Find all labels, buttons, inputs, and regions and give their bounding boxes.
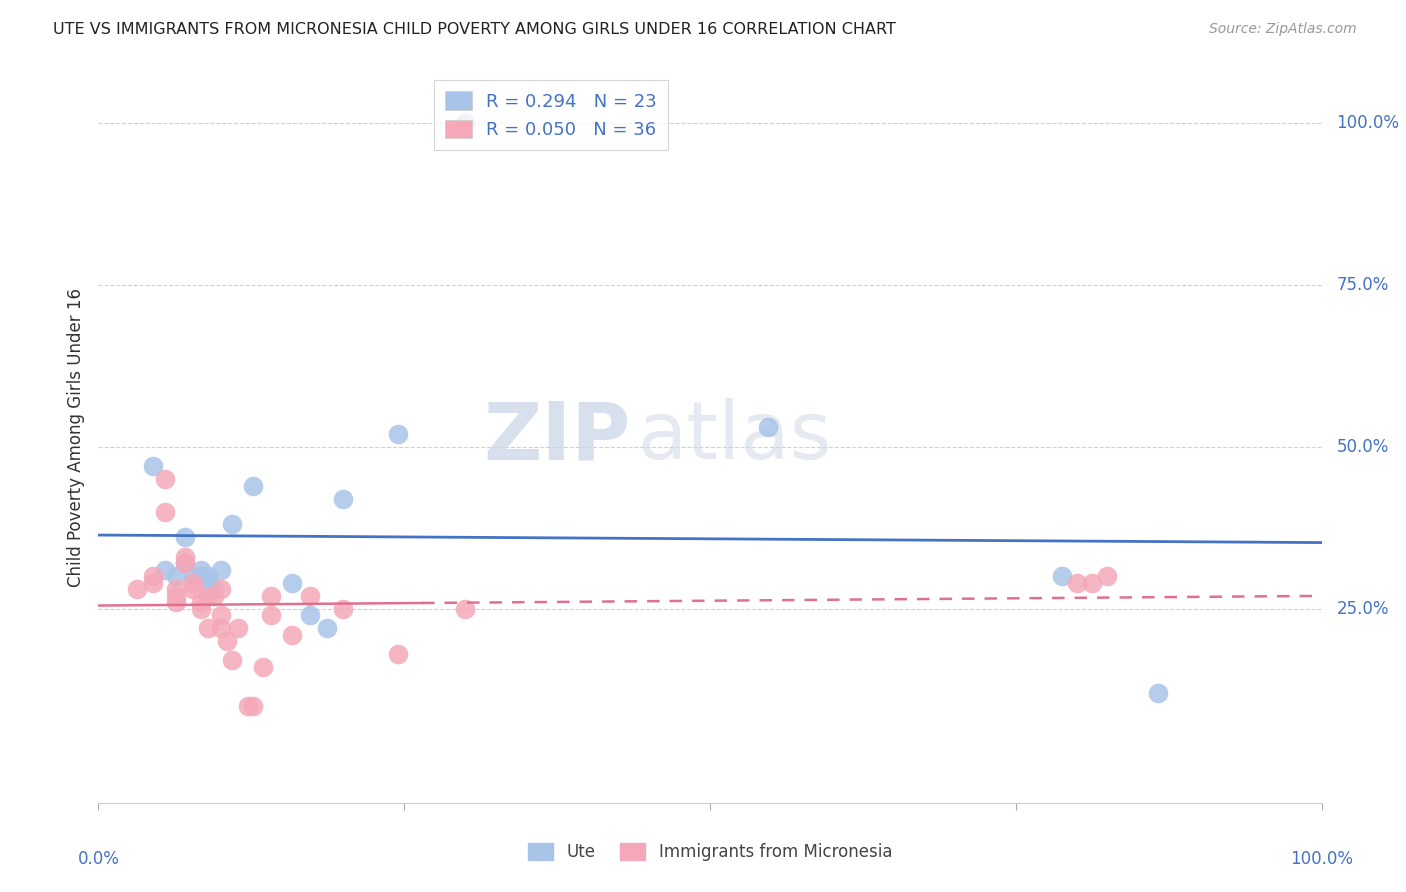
Point xyxy=(174,557,197,571)
Point xyxy=(1066,575,1088,590)
Point xyxy=(299,589,322,603)
Point xyxy=(174,549,197,564)
Text: UTE VS IMMIGRANTS FROM MICRONESIA CHILD POVERTY AMONG GIRLS UNDER 16 CORRELATION: UTE VS IMMIGRANTS FROM MICRONESIA CHILD … xyxy=(53,22,896,37)
Text: Source: ZipAtlas.com: Source: ZipAtlas.com xyxy=(1209,22,1357,37)
Point xyxy=(197,621,219,635)
Point xyxy=(242,698,264,713)
Text: 25.0%: 25.0% xyxy=(1336,599,1389,617)
Point xyxy=(281,575,304,590)
Point xyxy=(238,698,260,713)
Point xyxy=(165,582,187,597)
Point xyxy=(260,589,283,603)
Point xyxy=(215,634,238,648)
Point xyxy=(190,563,212,577)
Point xyxy=(204,589,226,603)
Point xyxy=(260,608,283,623)
Point xyxy=(209,621,232,635)
Point xyxy=(181,575,204,590)
Point xyxy=(332,601,354,615)
Text: 100.0%: 100.0% xyxy=(1336,114,1399,132)
Point xyxy=(155,563,177,577)
Point xyxy=(242,478,264,492)
Point xyxy=(758,420,780,434)
Point xyxy=(252,660,274,674)
Legend: Ute, Immigrants from Micronesia: Ute, Immigrants from Micronesia xyxy=(522,836,898,868)
Point xyxy=(204,582,226,597)
Point xyxy=(174,530,197,544)
Point xyxy=(165,569,187,583)
Point xyxy=(190,569,212,583)
Point xyxy=(299,608,322,623)
Point xyxy=(332,491,354,506)
Point xyxy=(127,582,149,597)
Point xyxy=(221,517,243,532)
Point xyxy=(165,595,187,609)
Point xyxy=(197,575,219,590)
Point xyxy=(142,459,165,474)
Text: 75.0%: 75.0% xyxy=(1336,276,1389,294)
Point xyxy=(316,621,339,635)
Point xyxy=(1095,569,1118,583)
Point xyxy=(209,582,232,597)
Point xyxy=(165,589,187,603)
Text: ZIP: ZIP xyxy=(484,398,630,476)
Point xyxy=(181,582,204,597)
Point xyxy=(221,653,243,667)
Point xyxy=(197,569,219,583)
Point xyxy=(387,647,409,661)
Point xyxy=(1081,575,1104,590)
Point xyxy=(181,569,204,583)
Point xyxy=(142,569,165,583)
Point xyxy=(1050,569,1073,583)
Point xyxy=(190,601,212,615)
Point xyxy=(209,563,232,577)
Point xyxy=(281,627,304,641)
Point xyxy=(155,504,177,518)
Text: 50.0%: 50.0% xyxy=(1336,438,1389,456)
Point xyxy=(226,621,249,635)
Point xyxy=(454,116,477,130)
Point xyxy=(387,426,409,441)
Point xyxy=(454,601,477,615)
Point xyxy=(155,472,177,486)
Text: 100.0%: 100.0% xyxy=(1291,850,1353,868)
Y-axis label: Child Poverty Among Girls Under 16: Child Poverty Among Girls Under 16 xyxy=(66,287,84,587)
Point xyxy=(197,589,219,603)
Point xyxy=(174,557,197,571)
Point xyxy=(142,575,165,590)
Point xyxy=(190,595,212,609)
Point xyxy=(1146,686,1168,700)
Text: 0.0%: 0.0% xyxy=(77,850,120,868)
Point xyxy=(209,608,232,623)
Text: atlas: atlas xyxy=(637,398,831,476)
